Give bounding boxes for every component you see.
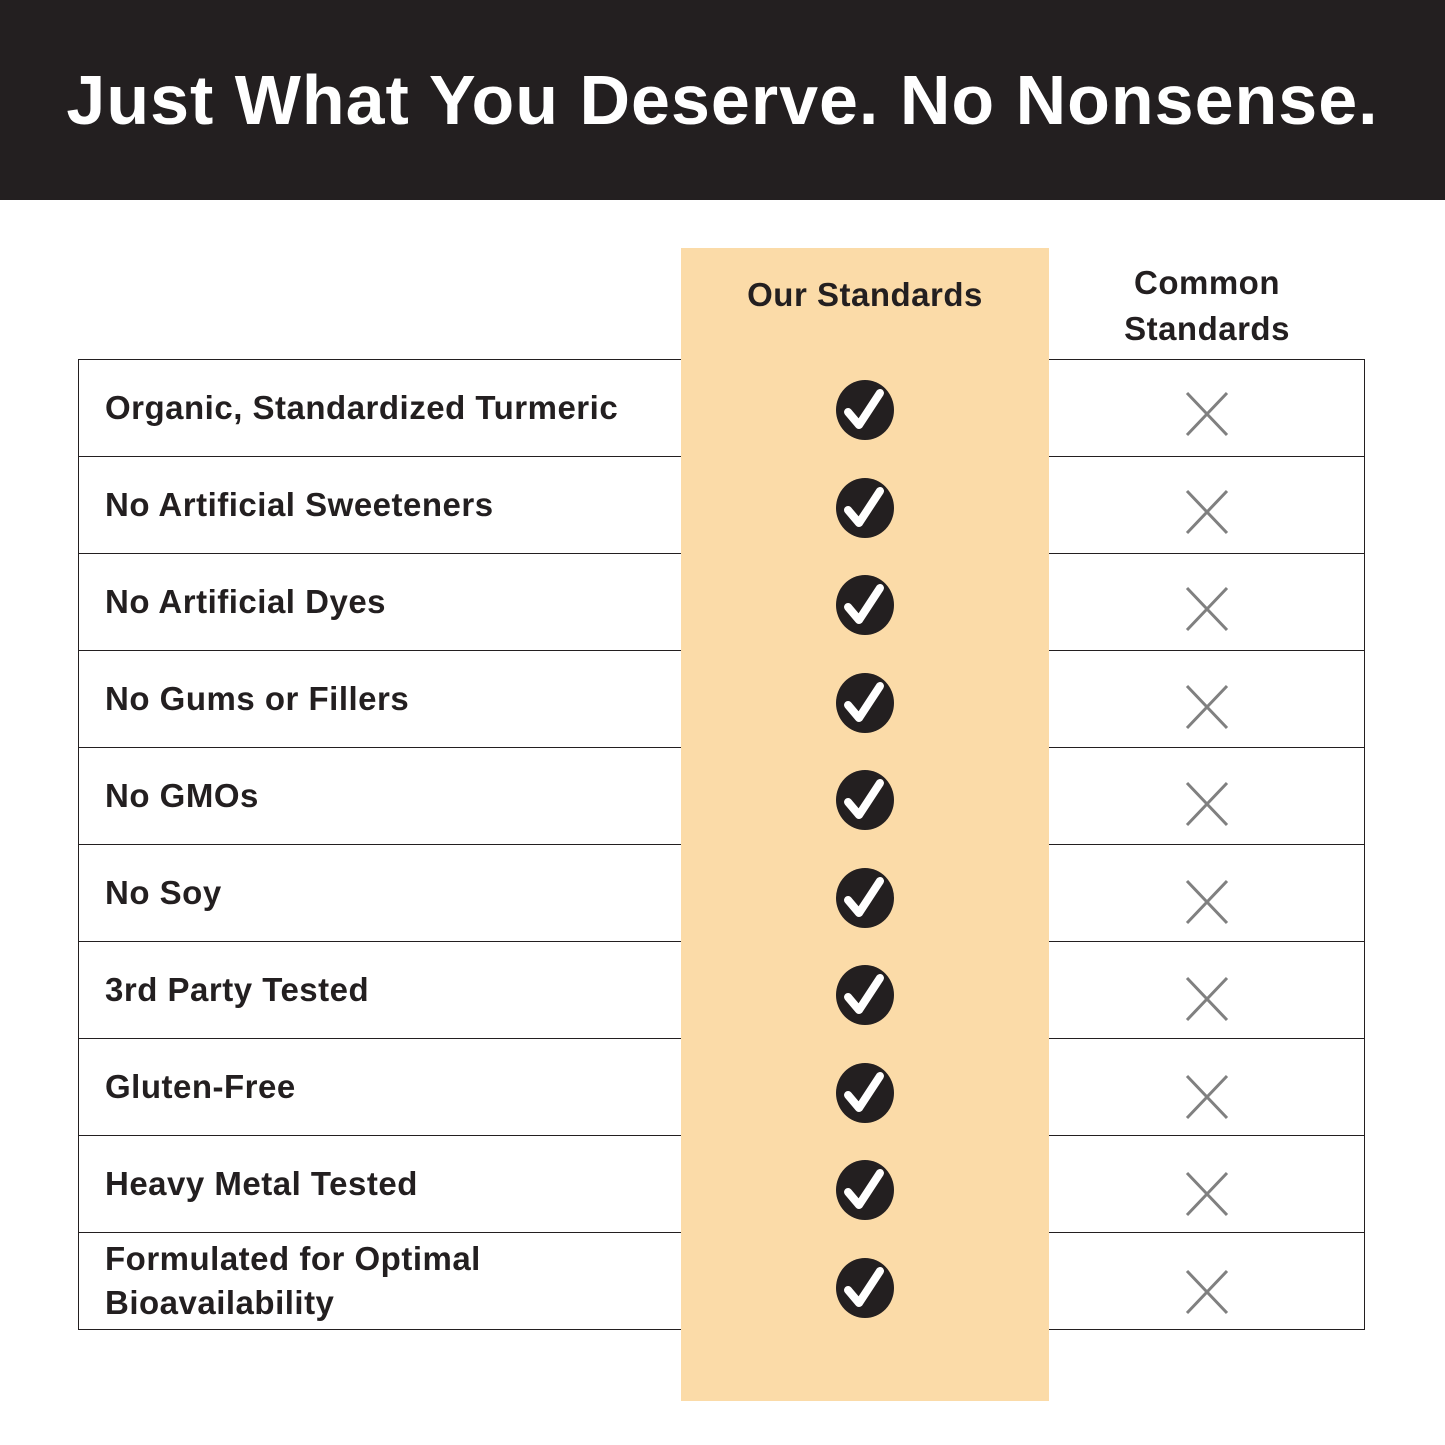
x-icon	[1049, 756, 1365, 852]
row-label: Formulated for Optimal Bioavailability	[105, 1240, 481, 1321]
title-banner: Just What You Deserve. No Nonsense.	[0, 0, 1445, 200]
check-icon	[681, 752, 1049, 848]
row-label: Gluten-Free	[105, 1068, 296, 1105]
check-icon	[681, 557, 1049, 653]
x-icon	[1049, 464, 1365, 560]
column-header-common-line1: Common	[1134, 264, 1280, 301]
check-icon	[681, 850, 1049, 946]
row-label: Organic, Standardized Turmeric	[105, 389, 619, 426]
row-label: Heavy Metal Tested	[105, 1165, 418, 1202]
x-icon	[1049, 951, 1365, 1047]
column-header-common-standards: Common Standards	[1049, 260, 1365, 352]
check-icon	[681, 1142, 1049, 1238]
check-icon	[681, 655, 1049, 751]
x-icon	[1049, 1049, 1365, 1145]
check-icon	[681, 460, 1049, 556]
row-label: No GMOs	[105, 777, 259, 814]
x-icon	[1049, 1244, 1365, 1340]
check-icon	[681, 1240, 1049, 1336]
row-label: No Soy	[105, 874, 222, 911]
check-icon	[681, 362, 1049, 458]
row-label: 3rd Party Tested	[105, 971, 370, 1008]
column-header-common-line2: Standards	[1124, 310, 1290, 347]
x-icon	[1049, 659, 1365, 755]
x-icon	[1049, 854, 1365, 950]
table-row: Formulated for Optimal Bioavailability	[78, 1233, 1365, 1330]
x-icon	[1049, 1146, 1365, 1242]
row-label: No Gums or Fillers	[105, 680, 410, 717]
check-icon	[681, 947, 1049, 1043]
x-icon	[1049, 366, 1365, 462]
column-header-our-standards: Our Standards	[747, 276, 983, 313]
page-title: Just What You Deserve. No Nonsense.	[66, 61, 1379, 139]
row-label: No Artificial Dyes	[105, 583, 387, 620]
check-icon	[681, 1045, 1049, 1141]
x-icon	[1049, 561, 1365, 657]
row-label: No Artificial Sweeteners	[105, 486, 494, 523]
